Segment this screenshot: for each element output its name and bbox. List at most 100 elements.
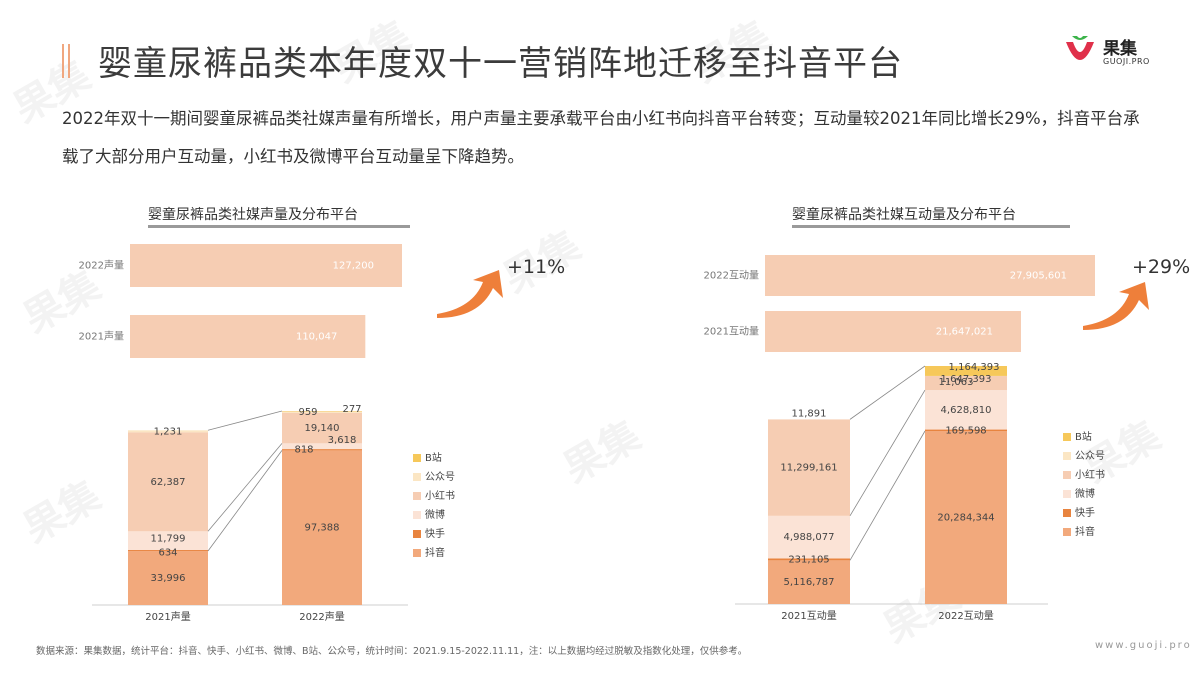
- data-label: 818: [294, 445, 313, 456]
- legend-swatch: [1063, 452, 1071, 460]
- stack-segment: [128, 430, 208, 433]
- data-label: 4,988,077: [784, 532, 835, 543]
- stack-segment: [128, 531, 208, 551]
- legend-label: 快手: [425, 527, 445, 540]
- growth-arrow-icon: [437, 270, 503, 318]
- connector-line: [207, 443, 283, 532]
- legend-swatch: [413, 549, 421, 557]
- total-bar: [130, 244, 402, 287]
- total-bar: [765, 255, 1095, 296]
- legend-label: 微博: [425, 508, 445, 521]
- page-title: 婴童尿裤品类本年度双十一营销阵地迁移至抖音平台: [98, 44, 903, 84]
- category-label: 2022互动量: [704, 270, 759, 282]
- stack-segment: [768, 419, 850, 516]
- right-chart-title: 婴童尿裤品类社媒互动量及分布平台: [792, 207, 1016, 223]
- bar-value-label: 21,647,021: [936, 327, 993, 338]
- stack-segment: [128, 432, 208, 532]
- x-tick-label: 2022声量: [299, 610, 344, 623]
- data-label: 231,105: [788, 554, 829, 565]
- stack-segment: [282, 411, 362, 413]
- legend-label: 公众号: [425, 471, 455, 483]
- left-chart-title: 婴童尿裤品类社媒声量及分布平台: [148, 207, 358, 223]
- legend-swatch: [413, 530, 421, 538]
- x-tick-label: 2021声量: [145, 610, 190, 623]
- data-label: 3,618: [328, 435, 357, 446]
- data-label: 97,388: [305, 523, 340, 534]
- legend-swatch: [413, 473, 421, 481]
- stack-segment: [768, 560, 850, 604]
- stack-segment: [282, 412, 362, 444]
- legend-label: 微博: [1075, 487, 1095, 500]
- legend-label: B站: [1075, 430, 1092, 443]
- data-label: 19,140: [305, 423, 340, 434]
- legend-swatch: [1063, 490, 1071, 498]
- stack-segment: [925, 390, 1007, 430]
- legend-label: 小红书: [1075, 468, 1105, 481]
- category-label: 2021声量: [79, 330, 124, 343]
- bar-value-label: 110,047: [296, 332, 337, 343]
- left-growth-label: +11%: [507, 256, 566, 278]
- right-chart-title-underline: [792, 225, 1070, 228]
- stack-segment: [925, 376, 1007, 391]
- connector-line: [849, 389, 926, 517]
- stack-segment: [128, 551, 208, 605]
- data-label: 33,996: [151, 573, 186, 584]
- right-growth-label: +29%: [1132, 256, 1191, 278]
- legend-label: 小红书: [425, 489, 455, 502]
- legend-swatch: [1063, 471, 1071, 479]
- growth-arrow-icon: [1083, 282, 1149, 330]
- stack-segment: [282, 450, 362, 605]
- stack-segment: [282, 443, 362, 450]
- left-chart-title-underline: [148, 225, 410, 228]
- data-label: 11,799: [151, 534, 186, 545]
- connector-line: [849, 365, 926, 420]
- legend-swatch: [413, 492, 421, 500]
- category-label: 2021互动量: [704, 326, 759, 338]
- stack-segment: [128, 550, 208, 552]
- category-label: 2022声量: [79, 259, 124, 272]
- bar-value-label: 27,905,601: [1010, 271, 1067, 282]
- stack-segment: [925, 430, 1007, 604]
- description: 2022年双十一期间婴童尿裤品类社媒声量有所增长，用户声量主要承载平台由小红书向…: [62, 109, 1140, 166]
- data-label: 1,164,393: [949, 362, 1000, 373]
- connector-line: [207, 410, 283, 431]
- legend-swatch: [413, 454, 421, 462]
- total-bar: [765, 311, 1021, 352]
- footer-url: www.guoji.pro: [1095, 640, 1192, 651]
- stack-segment: [768, 515, 850, 559]
- legend-swatch: [1063, 509, 1071, 517]
- connector-line: [849, 430, 926, 561]
- data-label: 634: [158, 548, 177, 559]
- x-tick-label: 2021互动量: [781, 610, 836, 622]
- legend-label: 公众号: [1075, 450, 1105, 462]
- brand-name: 果集: [1103, 39, 1137, 59]
- data-label: 62,387: [151, 477, 186, 488]
- legend-label: 抖音: [1075, 525, 1095, 538]
- legend-label: B站: [425, 451, 442, 464]
- legend-swatch: [1063, 528, 1071, 536]
- data-label: 20,284,344: [937, 512, 994, 523]
- stack-segment: [282, 449, 362, 451]
- brand-logo-icon: [1066, 36, 1094, 60]
- data-label: 169,598: [945, 425, 986, 436]
- total-bar: [130, 315, 366, 358]
- brand-sub: GUOJI.PRO: [1103, 57, 1150, 66]
- data-label: 4,628,810: [941, 405, 992, 416]
- data-label: 277: [342, 404, 361, 415]
- data-label: 11,891: [792, 408, 827, 419]
- stack-segment: [925, 429, 1007, 431]
- stack-segment: [925, 366, 1007, 376]
- x-tick-label: 2022互动量: [938, 610, 993, 622]
- data-label: 11,063: [939, 377, 974, 388]
- stack-segment: [768, 558, 850, 561]
- legend-label: 抖音: [425, 546, 445, 559]
- legend-label: 快手: [1075, 506, 1095, 519]
- connector-line: [207, 450, 283, 552]
- data-label: 1,231: [154, 426, 183, 437]
- legend-swatch: [413, 511, 421, 519]
- bar-value-label: 127,200: [333, 261, 374, 272]
- title-accent: [62, 44, 70, 78]
- data-label: 959: [298, 407, 317, 418]
- data-label: 11,299,161: [780, 463, 837, 474]
